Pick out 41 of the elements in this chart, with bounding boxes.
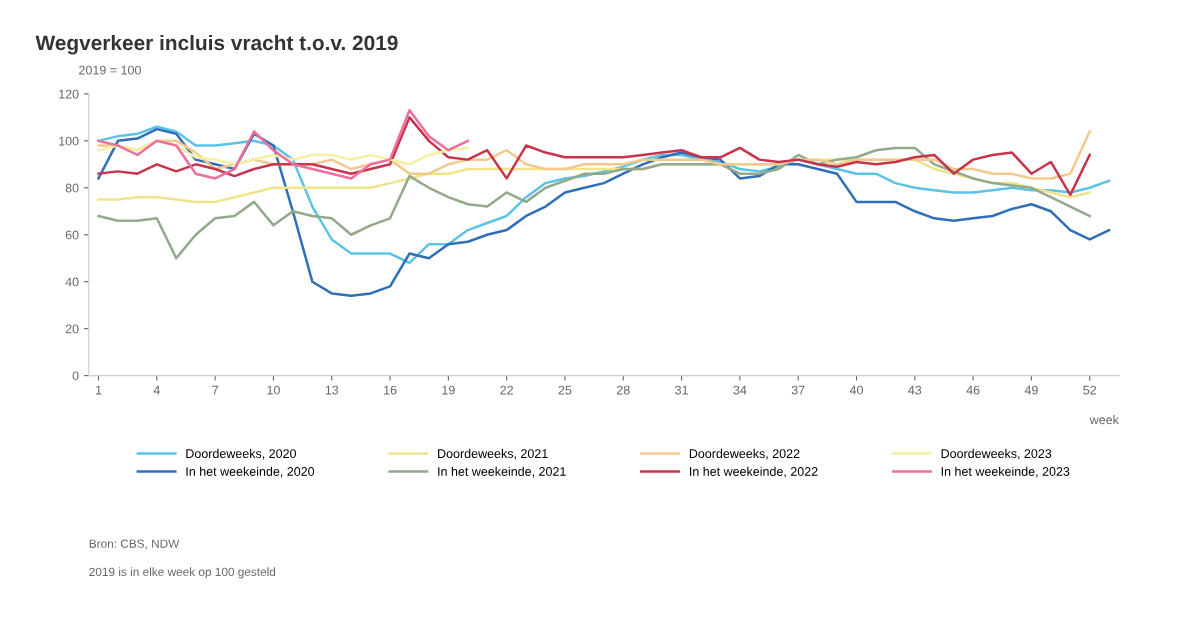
x-tick-label: 52 — [1083, 385, 1097, 395]
x-tick-label: 34 — [733, 385, 747, 395]
x-tick-label: 7 — [212, 385, 218, 395]
y-axis-title: 2019 = 100 — [79, 65, 141, 75]
x-tick-label: 28 — [616, 385, 630, 395]
x-tick-label: 31 — [675, 385, 688, 395]
x-tick-label: 22 — [500, 385, 513, 395]
x-tick-label: 46 — [966, 385, 980, 395]
x-tick-label: 1 — [96, 385, 102, 395]
text: 2019 is in elke week op 100 gesteld — [89, 567, 276, 579]
y-tick-label: 120 — [59, 89, 79, 99]
x-tick-label: 49 — [1024, 385, 1038, 395]
x-tick-label: 40 — [849, 385, 863, 395]
line-series — [97, 146, 1091, 260]
chart-title: Wegverkeer incluis vracht t.o.v. 2019 — [35, 34, 398, 55]
y-tick-label: 80 — [65, 183, 79, 193]
x-tick-label: 37 — [791, 385, 805, 395]
x-tick-label: 16 — [384, 385, 397, 395]
y-tick-label: 100 — [59, 136, 79, 146]
legend-label: In het weekeinde, 2022 — [689, 466, 818, 478]
line-series — [97, 116, 1091, 197]
legend-label: In het weekeinde, 2020 — [186, 466, 315, 478]
y-tick-label: 20 — [65, 324, 79, 334]
x-tick-label: 10 — [267, 385, 280, 395]
y-tick-label: 60 — [65, 230, 79, 240]
legend-label: In het weekeinde, 2021 — [438, 466, 566, 478]
legend-label: Doordeweeks, 2020 — [186, 448, 297, 460]
x-tick-label: 43 — [908, 385, 922, 395]
line-series — [97, 109, 470, 180]
legend-label: In het weekeinde, 2023 — [941, 466, 1070, 478]
legend-label: Doordeweeks, 2021 — [438, 448, 548, 460]
x-tick-label: 13 — [325, 385, 339, 395]
x-tick-label: 4 — [153, 385, 160, 395]
legend-label: Doordeweeks, 2023 — [941, 448, 1052, 460]
x-tick-label: 25 — [558, 385, 572, 395]
text: Bron: CBS, NDW — [89, 539, 180, 550]
x-tick-label: 19 — [442, 385, 455, 395]
x-axis-title: week — [1089, 415, 1119, 425]
y-tick-label: 40 — [65, 277, 79, 287]
legend-label: Doordeweeks, 2022 — [689, 448, 800, 460]
y-tick-label: 0 — [72, 371, 79, 381]
